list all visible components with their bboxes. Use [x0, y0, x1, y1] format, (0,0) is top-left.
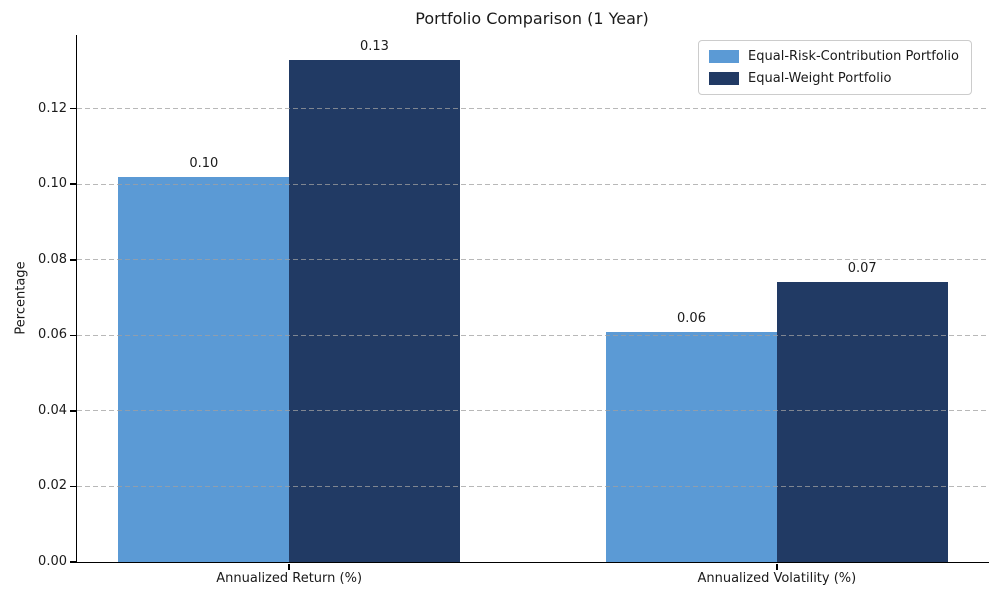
gridline — [77, 259, 989, 261]
legend-entry: Equal-Risk-Contribution Portfolio — [709, 49, 959, 64]
y-tick-mark — [70, 107, 76, 110]
gridline — [77, 183, 989, 185]
legend-label: Equal-Weight Portfolio — [748, 71, 892, 86]
gridline — [77, 108, 989, 110]
legend-label: Equal-Risk-Contribution Portfolio — [748, 49, 959, 64]
y-tick-mark — [70, 561, 76, 563]
x-tick-mark — [288, 563, 290, 570]
x-tick-mark — [776, 563, 778, 570]
bar-erc-1 — [606, 331, 777, 562]
gridline — [77, 410, 989, 412]
legend-swatch-erc — [709, 50, 740, 63]
x-tick-label: Annualized Return (%) — [216, 571, 363, 586]
plot-area: 0.10 0.06 0.13 0.07 0.00 0.02 0.04 0.06 0.08 0.10… — [38, 35, 989, 586]
gridline — [77, 485, 989, 487]
bar-ew-0 — [289, 59, 460, 562]
gridline — [77, 334, 989, 336]
y-tick-label: 0.12 — [38, 100, 67, 116]
y-tick-mark — [70, 410, 76, 412]
bar-value-label: 0.10 — [189, 155, 219, 171]
y-tick-label: 0.06 — [38, 327, 67, 343]
legend-swatch-ew — [709, 72, 740, 85]
chart-title: Portfolio Comparison (1 Year) — [415, 9, 649, 28]
bar-ew-1 — [776, 282, 948, 562]
bar-value-label: 0.06 — [677, 310, 706, 326]
y-tick-label: 0.02 — [38, 478, 67, 494]
bar-value-label: 0.07 — [847, 261, 877, 277]
legend: Equal-Risk-Contribution Portfolio Equal-… — [698, 40, 972, 95]
x-tick-label: Annualized Volatility (%) — [697, 571, 857, 586]
y-tick-mark — [70, 334, 76, 337]
y-tick-mark — [70, 259, 76, 261]
legend-entry: Equal-Weight Portfolio — [709, 71, 959, 86]
bar-value-label: 0.13 — [360, 38, 389, 54]
y-tick-label: 0.10 — [38, 176, 67, 192]
bar-erc-0 — [118, 176, 290, 562]
y-tick-mark — [70, 485, 76, 488]
y-tick-label: 0.04 — [38, 402, 67, 418]
y-tick-mark — [70, 183, 76, 185]
y-axis-label: Percentage — [13, 261, 29, 335]
y-tick-label: 0.00 — [38, 554, 67, 569]
y-tick-label: 0.08 — [38, 251, 67, 267]
